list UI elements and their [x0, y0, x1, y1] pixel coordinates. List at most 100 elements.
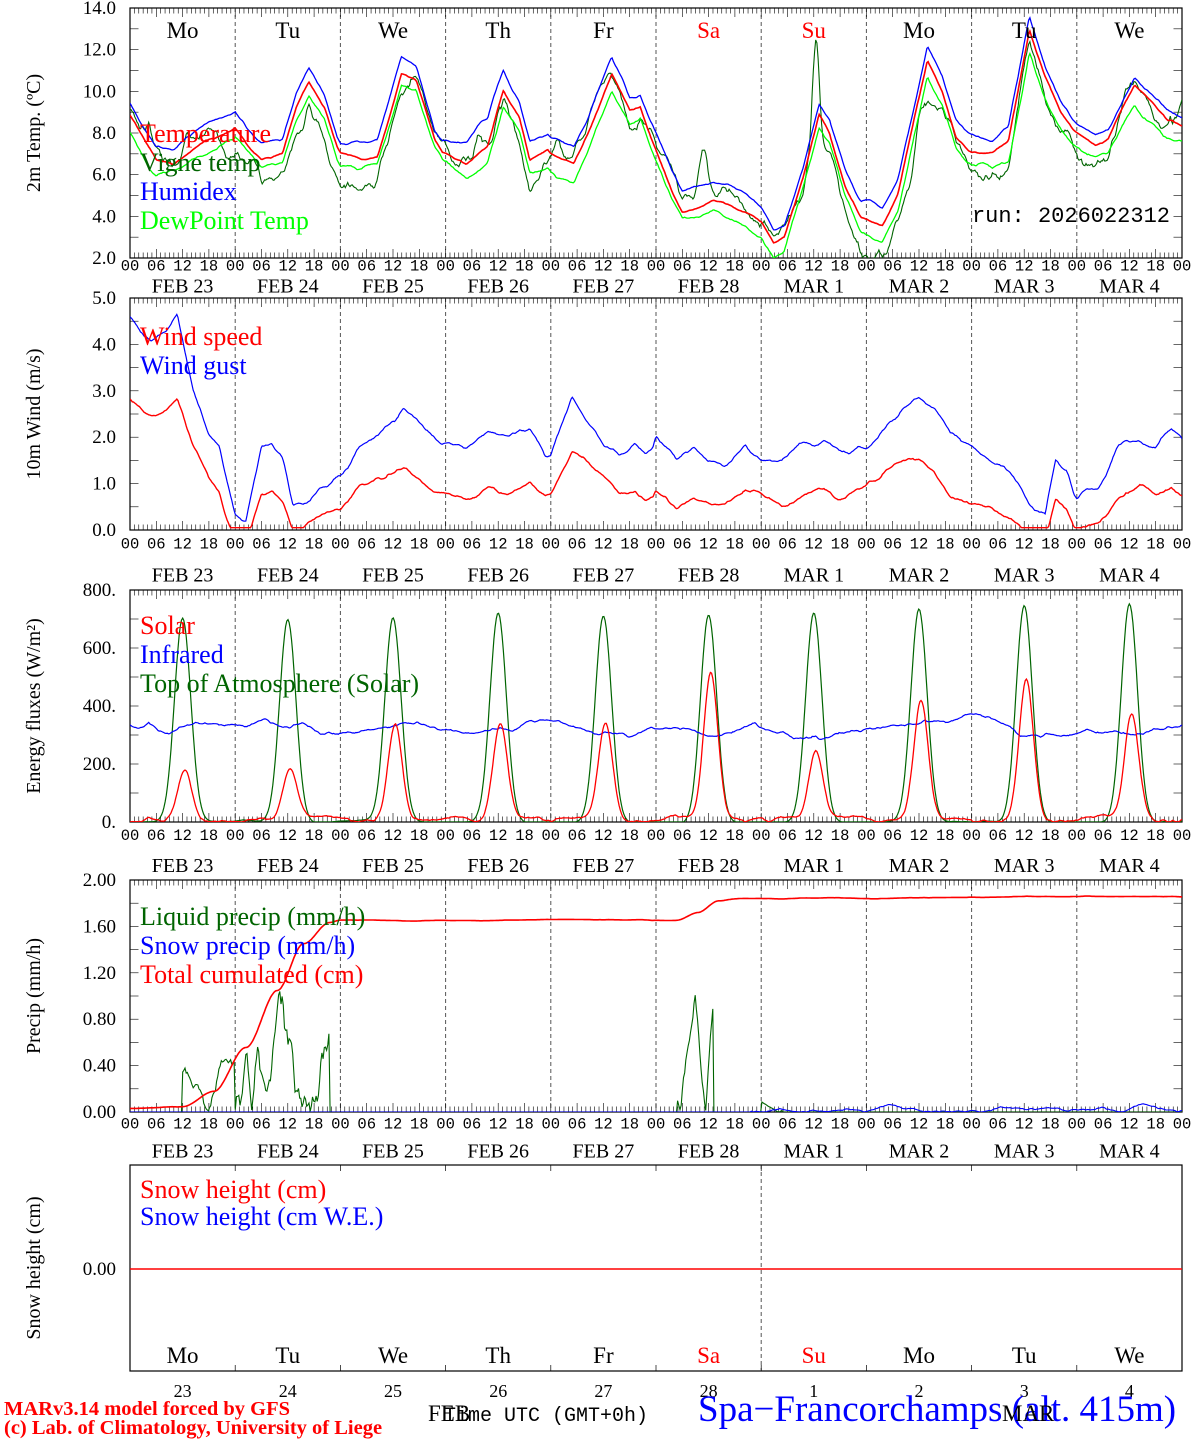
svg-text:00: 00	[962, 257, 981, 275]
svg-text:MAR 2: MAR 2	[889, 275, 950, 297]
svg-text:Tu: Tu	[1012, 1343, 1037, 1368]
svg-text:FEB 28: FEB 28	[678, 1141, 740, 1163]
svg-text:FEB 27: FEB 27	[573, 855, 635, 877]
svg-text:06: 06	[883, 257, 902, 275]
svg-text:12: 12	[1120, 827, 1139, 845]
svg-text:18: 18	[200, 827, 219, 845]
svg-text:06: 06	[252, 1115, 271, 1133]
svg-text:Time UTC (GMT+0h): Time UTC (GMT+0h)	[444, 1405, 648, 1428]
svg-text:Infrared: Infrared	[140, 640, 224, 669]
svg-text:FEB 27: FEB 27	[573, 1141, 635, 1163]
svg-text:FEB 24: FEB 24	[257, 275, 319, 297]
svg-text:18: 18	[1041, 827, 1060, 845]
svg-text:18: 18	[620, 257, 639, 275]
svg-text:00: 00	[226, 1115, 245, 1133]
svg-text:00: 00	[647, 257, 666, 275]
svg-text:12: 12	[594, 257, 613, 275]
svg-text:06: 06	[1094, 536, 1113, 554]
svg-text:0.40: 0.40	[83, 1056, 116, 1077]
svg-text:18: 18	[831, 1115, 850, 1133]
svg-text:06: 06	[357, 1115, 376, 1133]
svg-text:18: 18	[831, 536, 850, 554]
svg-text:FEB 24: FEB 24	[257, 855, 319, 877]
svg-text:Th: Th	[485, 18, 511, 43]
svg-text:Temperature: Temperature	[140, 119, 271, 148]
svg-text:18: 18	[726, 827, 745, 845]
svg-text:00: 00	[436, 257, 455, 275]
svg-text:00: 00	[962, 536, 981, 554]
svg-text:18: 18	[620, 1115, 639, 1133]
svg-text:00: 00	[541, 827, 560, 845]
svg-text:800.: 800.	[83, 580, 116, 601]
svg-text:12: 12	[489, 827, 508, 845]
svg-text:00: 00	[1067, 257, 1086, 275]
svg-text:18: 18	[726, 1115, 745, 1133]
svg-text:14.0: 14.0	[83, 0, 116, 19]
svg-text:06: 06	[989, 536, 1008, 554]
svg-text:18: 18	[1041, 257, 1060, 275]
svg-text:MAR 4: MAR 4	[1099, 1141, 1160, 1163]
svg-text:00: 00	[121, 1115, 140, 1133]
svg-text:6.0: 6.0	[92, 165, 116, 186]
svg-text:06: 06	[357, 257, 376, 275]
svg-text:18: 18	[305, 536, 324, 554]
svg-text:0.00: 0.00	[83, 1259, 116, 1280]
svg-text:18: 18	[410, 257, 429, 275]
svg-text:00: 00	[1173, 1115, 1192, 1133]
svg-text:0.0: 0.0	[92, 520, 116, 541]
svg-text:06: 06	[568, 536, 587, 554]
svg-text:12: 12	[173, 1115, 192, 1133]
svg-text:12: 12	[910, 1115, 929, 1133]
svg-text:18: 18	[1146, 536, 1165, 554]
svg-text:00: 00	[647, 536, 666, 554]
svg-text:00: 00	[1173, 536, 1192, 554]
svg-text:12: 12	[594, 536, 613, 554]
svg-text:We: We	[378, 1343, 408, 1368]
svg-text:12: 12	[384, 827, 403, 845]
svg-text:12: 12	[278, 827, 297, 845]
svg-text:00: 00	[226, 257, 245, 275]
svg-text:00: 00	[962, 827, 981, 845]
svg-text:06: 06	[568, 1115, 587, 1133]
svg-text:Liquid precip (mm/h): Liquid precip (mm/h)	[140, 902, 365, 931]
svg-text:18: 18	[305, 257, 324, 275]
svg-text:FEB 26: FEB 26	[467, 565, 529, 587]
svg-text:00: 00	[541, 1115, 560, 1133]
svg-text:Wind gust: Wind gust	[140, 351, 247, 380]
svg-text:18: 18	[410, 1115, 429, 1133]
svg-text:18: 18	[305, 827, 324, 845]
svg-text:12: 12	[278, 536, 297, 554]
svg-text:Tu: Tu	[1012, 18, 1037, 43]
svg-text:12: 12	[489, 1115, 508, 1133]
svg-text:00: 00	[1067, 536, 1086, 554]
svg-text:18: 18	[726, 257, 745, 275]
svg-text:200.: 200.	[83, 754, 116, 775]
svg-text:06: 06	[1094, 1115, 1113, 1133]
svg-text:12: 12	[1015, 536, 1034, 554]
svg-text:12: 12	[1120, 1115, 1139, 1133]
svg-text:FEB 25: FEB 25	[362, 565, 424, 587]
svg-text:MAR 4: MAR 4	[1099, 855, 1160, 877]
svg-text:FEB 27: FEB 27	[573, 565, 635, 587]
svg-text:Energy fluxes (W/m²): Energy fluxes (W/m²)	[23, 618, 45, 794]
svg-text:18: 18	[515, 827, 534, 845]
svg-text:18: 18	[1146, 1115, 1165, 1133]
svg-text:4.0: 4.0	[92, 334, 116, 355]
svg-text:00: 00	[226, 827, 245, 845]
svg-text:18: 18	[1146, 827, 1165, 845]
svg-text:12: 12	[699, 1115, 718, 1133]
svg-text:MAR: MAR	[1002, 1401, 1055, 1426]
svg-text:18: 18	[726, 536, 745, 554]
svg-text:06: 06	[357, 536, 376, 554]
svg-text:18: 18	[515, 536, 534, 554]
svg-text:00: 00	[436, 1115, 455, 1133]
svg-text:18: 18	[831, 827, 850, 845]
svg-text:06: 06	[147, 1115, 166, 1133]
svg-text:We: We	[1114, 18, 1144, 43]
svg-text:12: 12	[173, 257, 192, 275]
svg-text:12: 12	[384, 536, 403, 554]
svg-text:12: 12	[910, 827, 929, 845]
svg-text:Mo: Mo	[903, 1343, 935, 1368]
svg-text:MAR 2: MAR 2	[889, 1141, 950, 1163]
svg-text:06: 06	[883, 827, 902, 845]
